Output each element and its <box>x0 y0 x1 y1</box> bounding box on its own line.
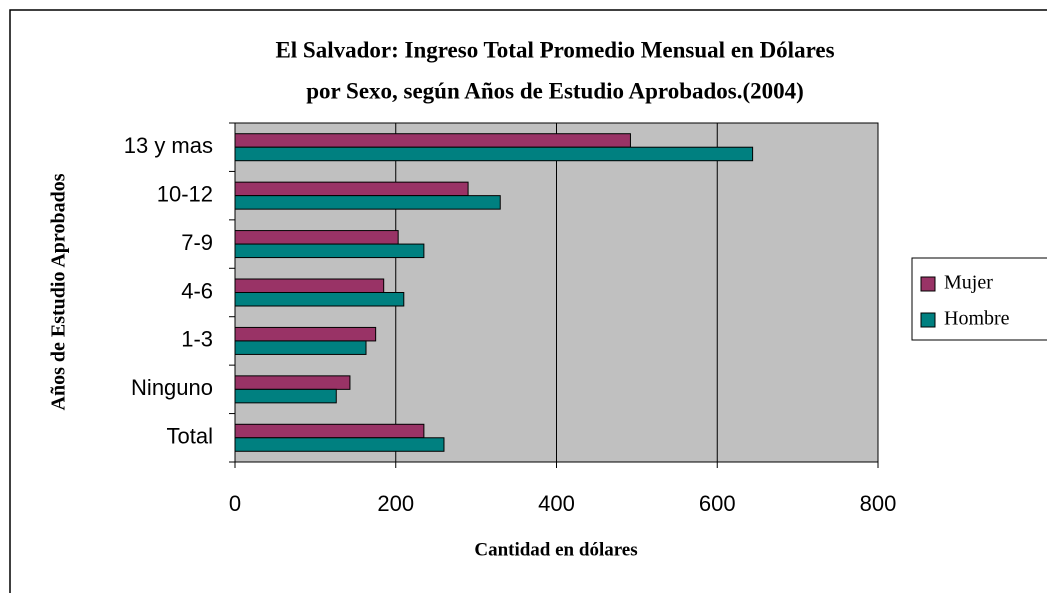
bar <box>234 243 425 259</box>
legend-swatch <box>920 276 936 292</box>
y-axis-title: Años de Estudio Aprobados <box>48 173 70 410</box>
y-tick-label: 7-9 <box>181 230 213 255</box>
legend-label: Hombre <box>944 308 1010 330</box>
bar <box>234 146 754 162</box>
bar <box>234 437 445 452</box>
y-tick-label: 10-12 <box>157 181 213 206</box>
chart-border <box>9 9 1047 593</box>
y-tick-label: Total <box>167 424 213 449</box>
bar <box>234 133 631 148</box>
y-tick-label: 4-6 <box>181 278 213 303</box>
bar <box>234 423 425 439</box>
x-tick-label: 200 <box>377 491 414 516</box>
bar <box>234 181 469 197</box>
x-tick-label: 600 <box>699 491 736 516</box>
y-tick-label: 1-3 <box>181 327 213 352</box>
bar <box>234 375 351 390</box>
y-tick-label: 13 y mas <box>124 133 213 158</box>
x-tick-label: 0 <box>229 491 241 516</box>
bar <box>234 292 405 307</box>
y-tick-label: Ninguno <box>131 375 213 400</box>
chart-title: por Sexo, según Años de Estudio Aprobado… <box>306 78 804 103</box>
bar <box>234 340 367 355</box>
x-tick-label: 400 <box>538 491 575 516</box>
bar <box>234 195 501 210</box>
bar <box>234 278 385 293</box>
legend-label: Mujer <box>944 272 993 294</box>
legend-swatch <box>920 312 936 328</box>
bar <box>234 326 377 342</box>
x-axis-title: Cantidad en dólares <box>474 539 637 560</box>
x-tick-label: 800 <box>860 491 897 516</box>
bar <box>234 230 399 245</box>
bar <box>234 388 337 404</box>
chart-title: El Salvador: Ingreso Total Promedio Mens… <box>275 37 834 62</box>
